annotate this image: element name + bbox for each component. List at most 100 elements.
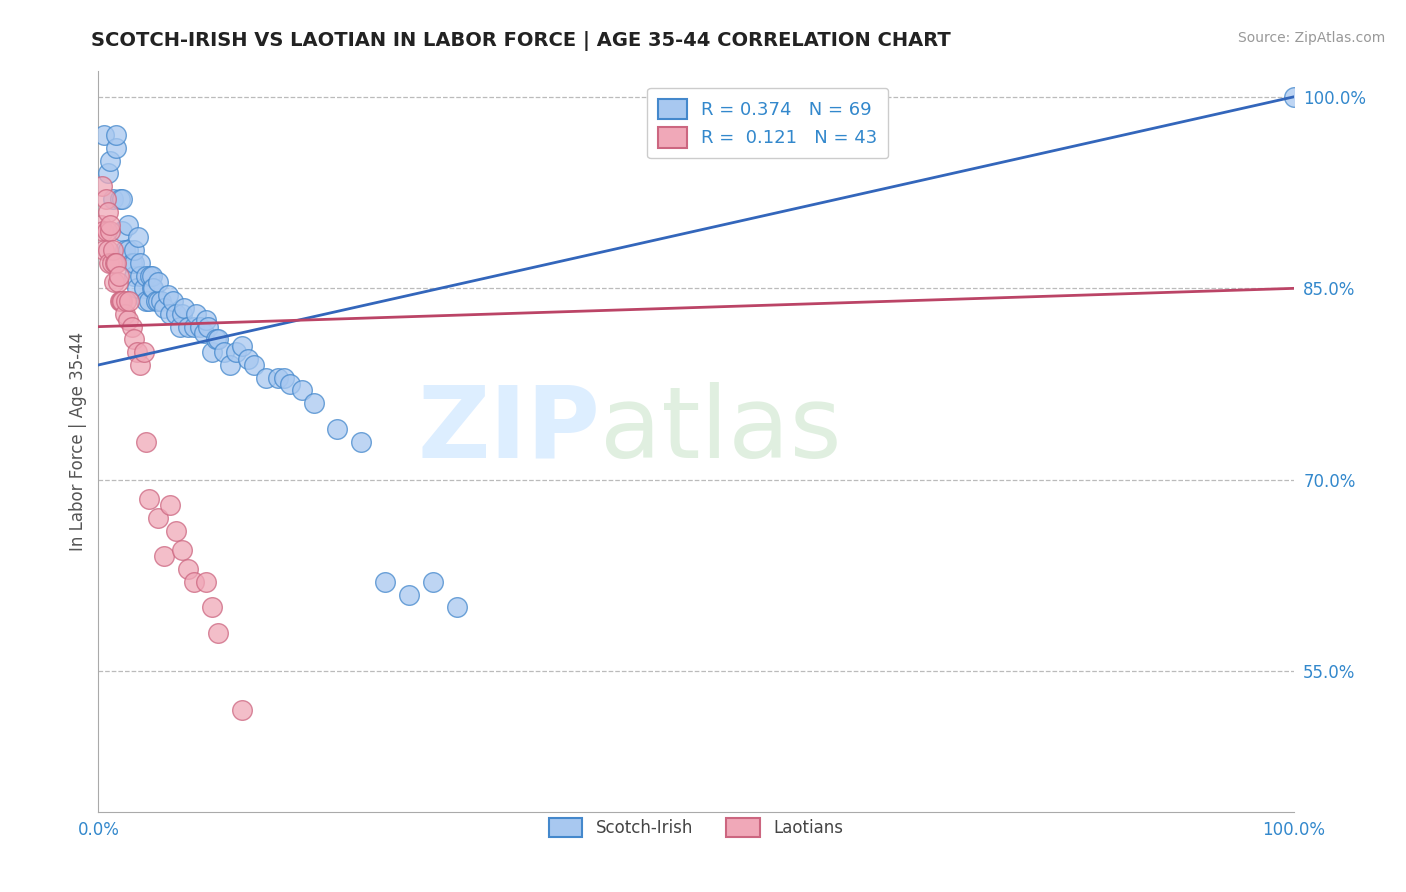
Point: [98, 224, 122, 238]
Point: [225, 345, 247, 359]
Point: [138, 294, 160, 309]
Point: [135, 434, 157, 449]
Point: [231, 339, 253, 353]
Point: [153, 549, 176, 564]
Point: [111, 192, 134, 206]
Point: [97, 204, 120, 219]
Point: [139, 268, 162, 283]
Point: [193, 326, 215, 340]
Point: [1282, 90, 1305, 104]
Point: [141, 281, 163, 295]
Point: [98, 218, 122, 232]
Point: [101, 192, 124, 206]
Point: [96, 224, 118, 238]
Point: [183, 574, 205, 589]
Point: [156, 287, 179, 301]
Point: [302, 396, 325, 410]
Point: [97, 166, 120, 180]
Point: [124, 333, 146, 347]
Point: [148, 511, 170, 525]
Point: [162, 294, 184, 309]
Point: [121, 319, 143, 334]
Point: [100, 256, 122, 270]
Point: [165, 524, 187, 538]
Point: [177, 319, 200, 334]
Point: [93, 128, 115, 143]
Point: [91, 224, 114, 238]
Point: [278, 377, 301, 392]
Point: [141, 268, 163, 283]
Point: [94, 192, 117, 206]
Point: [231, 703, 253, 717]
Point: [207, 626, 229, 640]
Point: [117, 313, 139, 327]
Point: [291, 384, 314, 398]
Point: [129, 358, 152, 372]
Point: [101, 243, 124, 257]
Point: [273, 370, 295, 384]
Point: [124, 268, 146, 283]
Point: [169, 319, 191, 334]
Point: [153, 301, 176, 315]
Point: [149, 294, 172, 309]
Point: [195, 313, 218, 327]
Point: [108, 294, 131, 309]
Point: [219, 358, 242, 372]
Point: [204, 333, 226, 347]
Point: [374, 574, 396, 589]
Text: ZIP: ZIP: [418, 382, 600, 478]
Point: [254, 370, 277, 384]
Point: [183, 319, 205, 334]
Point: [188, 319, 211, 334]
Point: [145, 294, 167, 309]
Point: [110, 294, 132, 309]
Point: [105, 128, 128, 143]
Point: [197, 319, 219, 334]
Point: [114, 243, 136, 257]
Point: [117, 243, 139, 257]
Point: [114, 307, 136, 321]
Point: [115, 294, 138, 309]
Legend: Scotch-Irish, Laotians: Scotch-Irish, Laotians: [543, 812, 849, 844]
Text: atlas: atlas: [600, 382, 842, 478]
Point: [118, 294, 141, 309]
Point: [107, 268, 129, 283]
Point: [104, 256, 127, 270]
Point: [186, 307, 208, 321]
Point: [236, 351, 259, 366]
Point: [172, 307, 194, 321]
Point: [398, 588, 420, 602]
Point: [90, 218, 112, 232]
Text: Source: ZipAtlas.com: Source: ZipAtlas.com: [1237, 31, 1385, 45]
Point: [177, 562, 200, 576]
Point: [111, 294, 134, 309]
Point: [267, 370, 290, 384]
Point: [159, 307, 181, 321]
Point: [108, 192, 131, 206]
Point: [195, 574, 218, 589]
Point: [422, 574, 444, 589]
Point: [129, 268, 152, 283]
Point: [124, 256, 146, 270]
Point: [91, 179, 114, 194]
Point: [159, 499, 181, 513]
Point: [135, 268, 157, 283]
Point: [111, 224, 134, 238]
Point: [105, 256, 128, 270]
Text: SCOTCH-IRISH VS LAOTIAN IN LABOR FORCE | AGE 35-44 CORRELATION CHART: SCOTCH-IRISH VS LAOTIAN IN LABOR FORCE |…: [91, 31, 950, 51]
Point: [121, 256, 143, 270]
Point: [173, 301, 195, 315]
Y-axis label: In Labor Force | Age 35-44: In Labor Force | Age 35-44: [69, 332, 87, 551]
Point: [105, 141, 128, 155]
Point: [165, 307, 187, 321]
Point: [129, 256, 152, 270]
Point: [243, 358, 266, 372]
Point: [201, 345, 224, 359]
Point: [172, 543, 194, 558]
Point: [98, 153, 122, 168]
Point: [125, 281, 148, 295]
Point: [93, 243, 115, 257]
Point: [103, 275, 125, 289]
Point: [124, 243, 146, 257]
Point: [148, 294, 170, 309]
